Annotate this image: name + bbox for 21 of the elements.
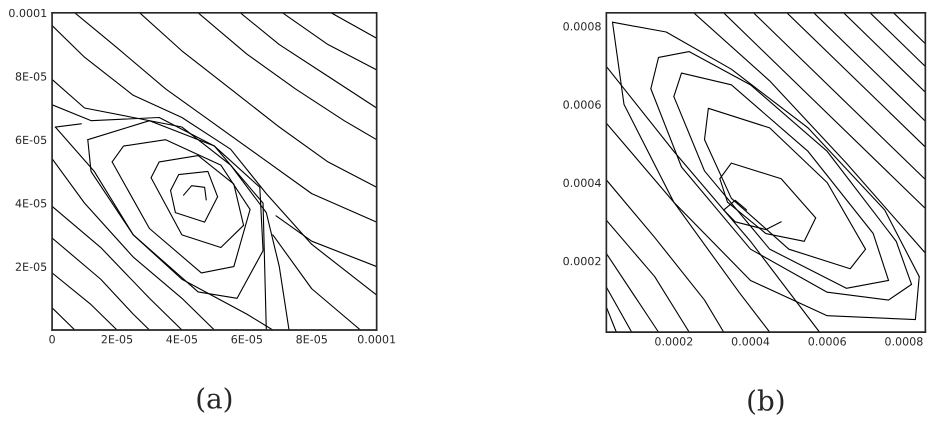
y-tick-label: 0.0001 bbox=[9, 8, 46, 18]
x-tick-label: 4E-05 bbox=[166, 335, 198, 344]
x-tick-label: 0.0004 bbox=[732, 337, 770, 346]
x-tick-label: 0.0006 bbox=[808, 337, 846, 346]
y-tick-label: 0.0002 bbox=[563, 256, 600, 266]
x-tick-label: 8E-05 bbox=[296, 335, 327, 344]
y-tick-label: 0.0006 bbox=[563, 100, 601, 109]
x-tick-label: 6E-05 bbox=[231, 335, 262, 344]
x-axis-title: (b) bbox=[748, 389, 784, 415]
y-tick-label: 0.0004 bbox=[563, 178, 601, 188]
y-tick-label: 2E-05 bbox=[16, 262, 46, 271]
x-tick-label: 0.0001 bbox=[358, 335, 396, 344]
x-tick-label: 2E-05 bbox=[102, 335, 132, 344]
x-tick-label: 0.0002 bbox=[655, 337, 692, 346]
y-tick-label: 6E-05 bbox=[16, 136, 46, 144]
x-tick-label: 0.0008 bbox=[885, 337, 923, 346]
x-axis-title: (a) bbox=[197, 387, 232, 413]
y-tick-label: 4E-05 bbox=[16, 199, 46, 208]
y-tick-label: 0.0008 bbox=[563, 22, 601, 31]
x-tick-label: 0 bbox=[49, 335, 55, 344]
y-tick-label: 8E-05 bbox=[16, 72, 46, 81]
